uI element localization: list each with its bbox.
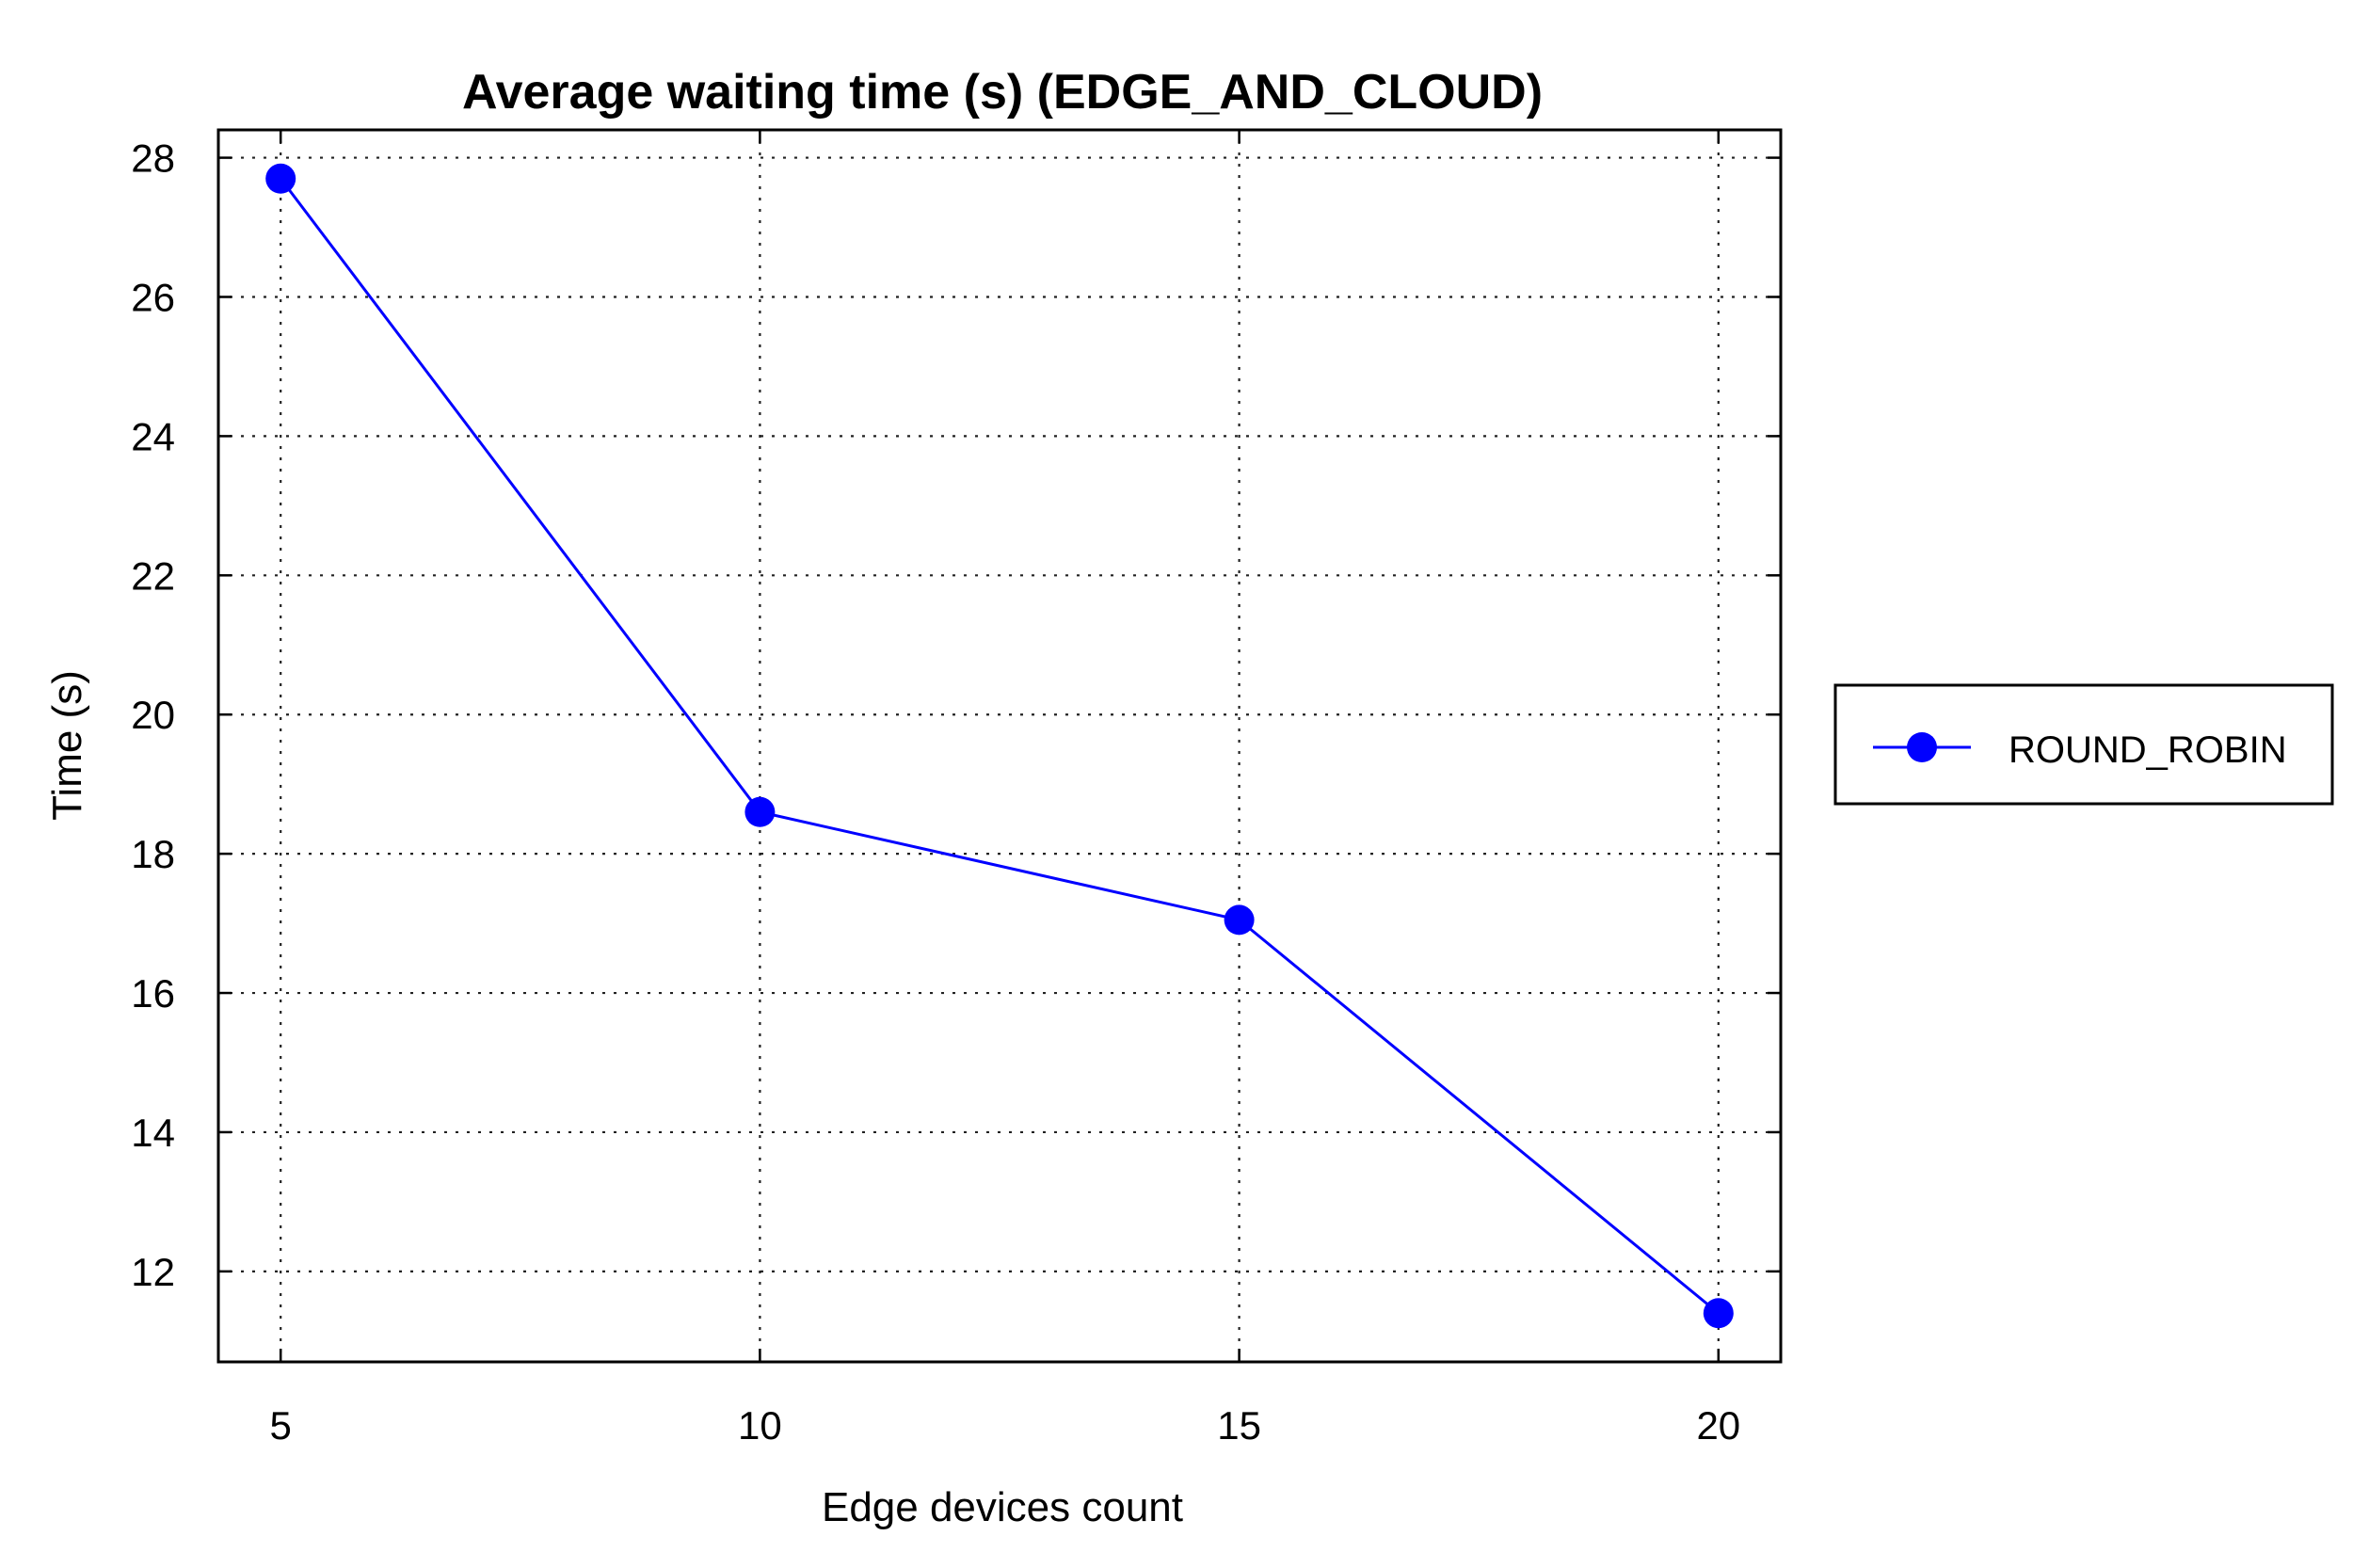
y-tick-label: 14 xyxy=(131,1111,175,1155)
data-point xyxy=(1224,904,1255,936)
grid-lines xyxy=(218,130,1781,1362)
data-point xyxy=(265,163,296,194)
legend-marker-swatch xyxy=(1907,732,1937,762)
x-tick-label: 20 xyxy=(1696,1403,1740,1448)
legend: ROUND_ROBIN xyxy=(1833,683,2334,806)
data-series xyxy=(265,163,1734,1329)
data-point xyxy=(1703,1298,1734,1329)
x-tick-label: 10 xyxy=(738,1403,782,1448)
x-tick-label: 15 xyxy=(1217,1403,1261,1448)
y-tick-label: 22 xyxy=(131,553,175,598)
x-tick-label: 5 xyxy=(270,1403,292,1448)
chart-title: Average waiting time (s) (EDGE_AND_CLOUD… xyxy=(462,65,1543,120)
y-tick-label: 26 xyxy=(131,275,175,319)
y-tick-label: 16 xyxy=(131,971,175,1016)
x-axis-label: Edge devices count xyxy=(822,1484,1183,1530)
data-point xyxy=(744,796,776,827)
y-tick-label: 24 xyxy=(131,414,175,458)
legend-label: ROUND_ROBIN xyxy=(2009,729,2287,771)
y-tick-label: 12 xyxy=(131,1250,175,1294)
legend-box xyxy=(1833,683,2334,806)
y-tick-label: 18 xyxy=(131,832,175,876)
y-tick-label: 28 xyxy=(131,136,175,181)
axis-ticks: 5 10 15 20 12 14 16 18 20 22 24 26 28 xyxy=(131,130,1781,1448)
y-axis-label: Time (s) xyxy=(44,670,90,821)
series-line xyxy=(280,177,1720,1315)
plot-frame xyxy=(216,128,1783,1364)
y-tick-label: 20 xyxy=(131,693,175,737)
